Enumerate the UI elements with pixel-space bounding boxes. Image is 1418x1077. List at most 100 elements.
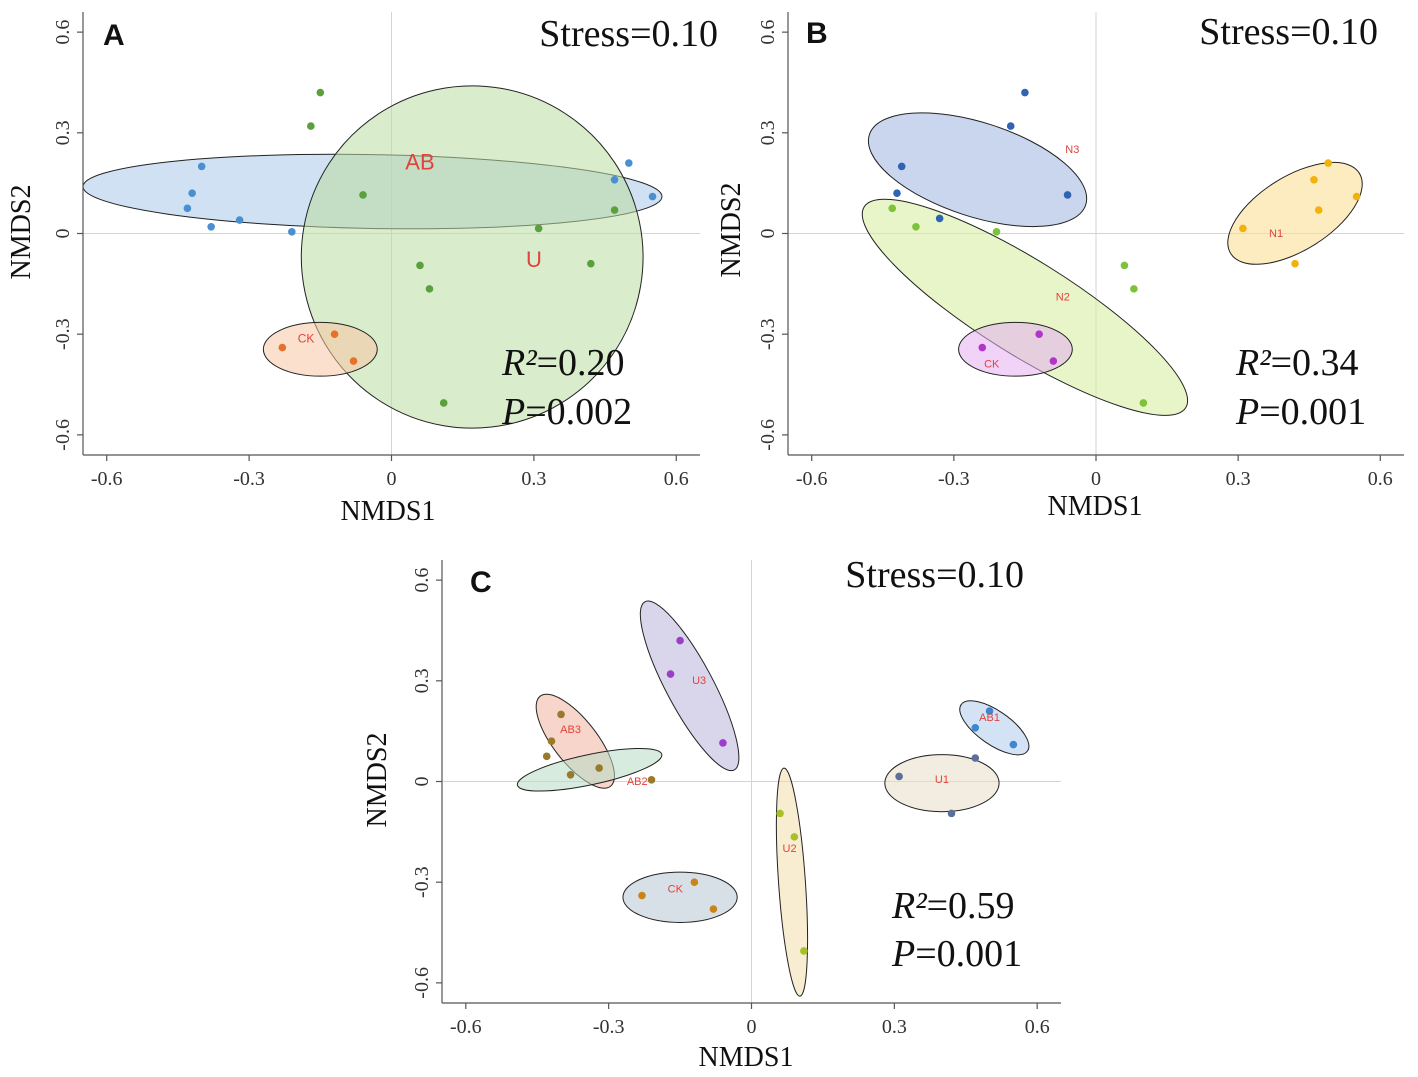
panel-b-group-label-n1: N1	[1269, 228, 1283, 240]
panel-c-y-tick-label: 0.3	[411, 668, 433, 693]
panel-a-point-ab-3	[207, 222, 215, 231]
panel-a-p-value: =0.002	[525, 391, 632, 433]
panel-a-point-u-0	[316, 88, 325, 97]
panel-a-x-tick-label: 0.6	[664, 468, 689, 490]
panel-b-point-ck-1	[1035, 330, 1043, 338]
panel-b-group-label-n2: N2	[1056, 292, 1070, 304]
panel-a-group-label-u: U	[526, 247, 542, 272]
panel-c-ellipse-ab1	[959, 700, 1030, 756]
panel-c-group-label-u2: U2	[783, 843, 797, 855]
panel-b-y-tick-label: -0.6	[757, 419, 779, 451]
panel-a-r2-value: =0.20	[537, 342, 625, 384]
panel-c-p-stat: P=0.001	[891, 933, 1022, 975]
panel-c-point-u2-2	[800, 947, 808, 955]
panel-a-point-ck-1	[330, 330, 339, 338]
panel-b-point-n3-2	[897, 162, 906, 171]
panel-a-point-ab-1	[188, 189, 196, 198]
panel-b-r2-symbol: R²	[1235, 342, 1271, 384]
panel-a-ellipse-ck	[262, 321, 378, 377]
panel-c-p-value: =0.001	[915, 933, 1022, 975]
panel-a-point-u-2	[359, 191, 367, 199]
panel-b-stress-label: Stress=0.10	[1199, 11, 1378, 53]
panel-c-point-ab3-2	[542, 752, 551, 761]
panel-a-point-ab-6	[610, 176, 619, 184]
panel-c-x-axis-title: NMDS1	[699, 1042, 794, 1073]
panel-c-point-ab3-3	[566, 770, 575, 779]
panel-c: U3 AB3 AB2 CK U2 U1 AB1 -0.6 -0.3 0 0.3 0.6 -0.6 -0.3…	[362, 554, 1061, 1073]
panel-b-y-axis-title: NMDS2	[716, 183, 747, 278]
panel-b-x-tick-label: -0.6	[796, 468, 828, 490]
panel-c-letter: C	[470, 566, 492, 599]
panel-c-ellipse-u2	[775, 767, 809, 997]
panel-c-group-label-u1: U1	[935, 774, 949, 786]
panel-b-point-ck-0	[978, 343, 987, 352]
panel-a-x-tick-label: 0	[387, 468, 397, 490]
panel-b-point-n1-3	[1310, 176, 1318, 184]
panel-b: N3 N2 CK N1 -0.6 -0.3 0 0.3 0.6 -0.6 -0.3 0 0.3 0.6 NM…	[716, 11, 1404, 522]
panel-c-r2-stat: R²=0.59	[891, 885, 1015, 927]
panel-b-point-n1-0	[1239, 224, 1247, 233]
panel-b-ellipse-n1	[1227, 161, 1363, 265]
panel-c-x-tick-label: 0	[747, 1016, 757, 1038]
panel-b-x-tick-label: -0.3	[938, 468, 970, 490]
panel-b-point-n3-3	[893, 189, 901, 198]
panel-a-group-label-ab: AB	[405, 150, 434, 175]
panel-c-ellipse-ab2	[516, 747, 663, 792]
panel-b-point-ck-2	[1049, 357, 1058, 365]
panel-b-point-n2-0	[888, 204, 897, 213]
panel-b-point-n3-0	[1021, 88, 1029, 97]
panel-c-group-label-ab1: AB1	[979, 712, 1000, 724]
panel-b-letter: B	[806, 17, 828, 50]
panel-c-x-tick-label: 0.6	[1025, 1016, 1050, 1038]
panel-a-point-u-1	[307, 122, 315, 130]
panel-b-x-tick-label: 0	[1091, 468, 1101, 490]
panel-b-point-n2-5	[1139, 399, 1148, 407]
panel-b-point-n2-3	[1120, 261, 1129, 270]
panel-a-ellipse-u	[300, 85, 644, 429]
panel-c-y-tick-label: -0.3	[411, 866, 433, 898]
panel-a-point-u-8	[439, 399, 448, 407]
panel-b-r2-value: =0.34	[1271, 342, 1359, 384]
panel-c-point-ck-1	[690, 878, 699, 886]
panel-c-point-ab1-2	[1009, 740, 1018, 749]
panel-c-x-tick-label: -0.3	[593, 1016, 625, 1038]
panel-a-p-symbol: P	[501, 391, 525, 433]
panel-c-y-tick-label: 0	[411, 777, 433, 787]
panel-b-x-axis-title: NMDS1	[1048, 491, 1143, 522]
panel-a-y-tick-label: -0.3	[52, 318, 74, 350]
panel-b-x-tick-label: 0.6	[1368, 468, 1393, 490]
panel-b-p-stat: P=0.001	[1235, 391, 1366, 433]
panel-a-x-tick-label: -0.6	[91, 468, 123, 490]
panel-c-point-ck-2	[709, 905, 718, 913]
panel-a-group-label-ck: CK	[298, 332, 315, 346]
panel-c-group-label-u3: U3	[692, 675, 706, 687]
panel-c-point-ck-0	[638, 891, 646, 900]
panel-c-x-tick-label: -0.6	[450, 1016, 482, 1038]
panel-a-letter: A	[103, 19, 125, 52]
panel-c-ellipse-u3	[639, 600, 740, 772]
panel-a-x-tick-label: 0.3	[521, 468, 546, 490]
panel-c-r2-value: =0.59	[927, 885, 1015, 927]
panel-a-y-tick-label: 0	[52, 229, 74, 239]
panel-b-point-n2-1	[912, 222, 920, 231]
panel-a-y-axis-title: NMDS2	[6, 185, 37, 280]
panel-a-y-tick-label: -0.6	[52, 419, 74, 451]
panel-a: AB U CK -0.6 -0.3 0 0.3 0.6 -0.6 -0.3 0 0.3 0.6 NMDS1…	[6, 12, 718, 527]
panel-c-point-ab1-0	[985, 707, 994, 715]
panel-b-x-tick-label: 0.3	[1226, 468, 1251, 490]
panel-c-p-symbol: P	[891, 933, 915, 975]
panel-a-x-axis-title: NMDS1	[341, 496, 436, 527]
panel-b-point-n1-4	[1324, 159, 1332, 167]
panel-c-ellipse-u1	[884, 754, 1000, 813]
panel-a-y-tick-label: 0.6	[52, 20, 74, 45]
panel-a-point-ab-0	[197, 162, 206, 171]
panel-c-x-tick-label: 0.3	[882, 1016, 907, 1038]
panel-a-point-u-5	[416, 261, 424, 270]
panel-a-point-ab-7	[625, 159, 633, 167]
panel-c-group-label-ab2: AB2	[627, 776, 648, 788]
panel-c-y-tick-label: 0.6	[411, 568, 433, 593]
panel-c-point-u1-2	[947, 809, 956, 818]
panel-c-r2-symbol: R²	[891, 885, 927, 927]
panel-b-point-n2-4	[1130, 285, 1138, 293]
